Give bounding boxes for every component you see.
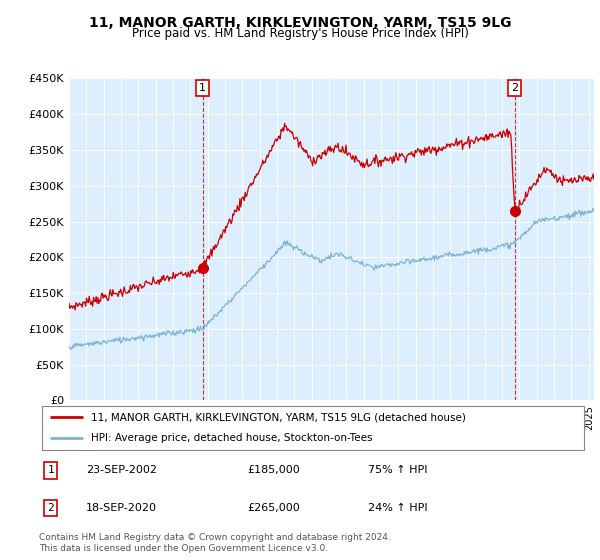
Text: 11, MANOR GARTH, KIRKLEVINGTON, YARM, TS15 9LG: 11, MANOR GARTH, KIRKLEVINGTON, YARM, TS… [89, 16, 511, 30]
FancyBboxPatch shape [42, 406, 584, 450]
Text: 24% ↑ HPI: 24% ↑ HPI [368, 503, 428, 513]
Text: 1: 1 [47, 465, 54, 475]
Text: Contains HM Land Registry data © Crown copyright and database right 2024.
This d: Contains HM Land Registry data © Crown c… [39, 533, 391, 553]
Text: 18-SEP-2020: 18-SEP-2020 [86, 503, 157, 513]
Text: £185,000: £185,000 [248, 465, 301, 475]
Text: 23-SEP-2002: 23-SEP-2002 [86, 465, 157, 475]
Text: 1: 1 [199, 83, 206, 93]
Text: 75% ↑ HPI: 75% ↑ HPI [368, 465, 428, 475]
Text: 2: 2 [47, 503, 54, 513]
Text: Price paid vs. HM Land Registry's House Price Index (HPI): Price paid vs. HM Land Registry's House … [131, 27, 469, 40]
Text: HPI: Average price, detached house, Stockton-on-Tees: HPI: Average price, detached house, Stoc… [91, 433, 373, 444]
Text: 11, MANOR GARTH, KIRKLEVINGTON, YARM, TS15 9LG (detached house): 11, MANOR GARTH, KIRKLEVINGTON, YARM, TS… [91, 412, 466, 422]
Text: £265,000: £265,000 [248, 503, 301, 513]
Text: 2: 2 [511, 83, 518, 93]
